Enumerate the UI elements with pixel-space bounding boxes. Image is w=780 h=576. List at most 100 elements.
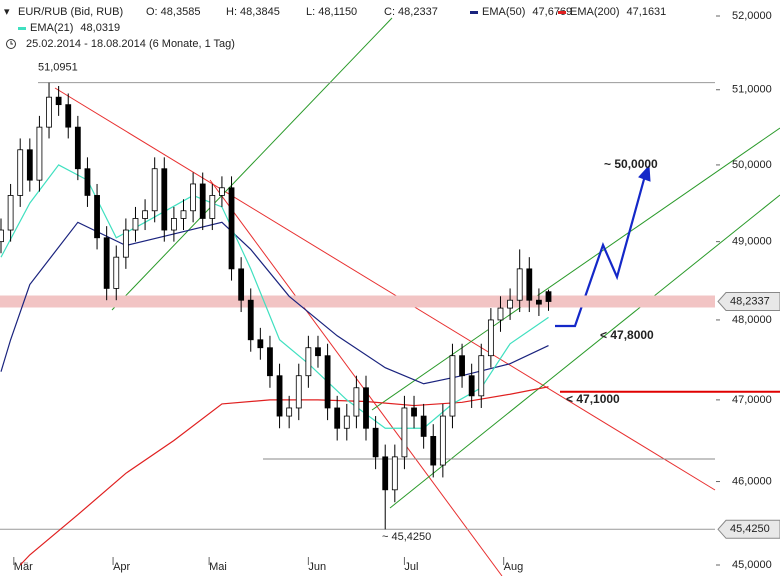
candle-body (132, 218, 139, 231)
candle-body (190, 183, 197, 212)
candle-body (497, 307, 504, 321)
candle-body (84, 168, 91, 196)
candle-body (113, 256, 120, 289)
candle-body (430, 436, 437, 466)
drawings (54, 17, 780, 576)
header: ▾ EUR/RUB (Bid, RUB) O: 48,3585 H: 48,38… (4, 6, 438, 50)
candle-body (401, 407, 408, 458)
y-tick-label: 45,0000 (732, 559, 772, 571)
channel-line (111, 17, 393, 311)
symbol: EUR/RUB (Bid, RUB) (18, 6, 123, 18)
legend-swatch (558, 11, 566, 14)
legend-name: EMA(50) (482, 6, 525, 18)
candle-body (0, 229, 4, 243)
candle-body (343, 415, 350, 429)
candle-body (36, 126, 43, 181)
ohlc: L: 48,1150 (306, 6, 357, 18)
candle-body (26, 149, 33, 181)
legend-value: 47,1631 (627, 6, 667, 18)
forecast-path (555, 171, 648, 328)
candle-body (382, 456, 389, 491)
candle-body (65, 104, 72, 128)
candle-body (267, 347, 273, 377)
x-tick-label: Mär (14, 561, 33, 573)
ema-line (0, 164, 549, 429)
legend-value: 47,6769 (532, 6, 572, 18)
legend-name: EMA(21) (30, 22, 73, 34)
ema-line (19, 386, 549, 566)
candle-body (526, 268, 533, 301)
candle-body (449, 355, 456, 417)
price-box (717, 519, 780, 539)
x-tick-label: Jul (404, 561, 418, 573)
current-band (0, 295, 715, 308)
candle-body (487, 319, 494, 357)
candle-body (238, 268, 245, 301)
y-tick-label: 48,0000 (732, 314, 772, 326)
candle-body (257, 339, 264, 349)
candle-body (46, 96, 52, 128)
clock-icon (6, 39, 16, 49)
candle-body (209, 195, 216, 219)
candle-body (536, 299, 542, 305)
y-tick-label: 50,0000 (732, 159, 772, 171)
candle-body (17, 149, 24, 196)
x-tick-label: Mai (209, 561, 227, 573)
candle-body (363, 387, 369, 429)
ohlc: H: 48,3845 (226, 6, 280, 18)
candle-body (122, 229, 129, 258)
candle-body (420, 415, 427, 437)
candle-body (74, 126, 81, 170)
candle-body (55, 96, 62, 106)
x-tick-label: Jun (308, 561, 326, 573)
candle-body (305, 347, 312, 377)
target-label: ~ 50,0000 (604, 157, 658, 171)
candle-body (161, 168, 168, 231)
candle-body (468, 375, 475, 397)
forecast-arrow (638, 164, 651, 182)
candle-body (199, 183, 206, 219)
low-label: ~ 45,4250 (382, 531, 431, 543)
trend-line (54, 87, 716, 491)
period: 25.02.2014 - 18.08.2014 (6 Monate, 1 Tag… (26, 38, 235, 50)
candle-body (353, 387, 360, 417)
high-label: 51,0951 (38, 62, 78, 74)
candle-body (142, 210, 148, 219)
candle-body (439, 415, 446, 466)
channel-line (389, 194, 780, 509)
price-box-label: 45,4250 (730, 523, 770, 535)
x-tick-label: Aug (504, 561, 524, 573)
candle-body (545, 291, 552, 302)
channel-line (371, 127, 780, 411)
candle-body (94, 195, 100, 239)
price-box (717, 291, 780, 311)
x-tick-label: Apr (113, 561, 130, 573)
candle-body (391, 456, 398, 491)
y-tick-label: 52,0000 (732, 10, 772, 22)
target-label: < 47,1000 (566, 392, 620, 406)
candle-body (411, 407, 417, 417)
candle-body (228, 187, 235, 270)
y-tick-label: 46,0000 (732, 475, 772, 487)
target-label: < 47,8000 (600, 328, 654, 342)
price-box-label: 48,2337 (730, 295, 770, 307)
candle-body (507, 299, 513, 309)
y-tick-label: 51,0000 (732, 84, 772, 96)
y-tick-label: 47,0000 (732, 394, 772, 406)
clock-hands (10, 41, 13, 45)
candle-body (247, 299, 254, 341)
candle-body (334, 407, 341, 429)
menu-icon: ▾ (4, 6, 10, 18)
candle-body (315, 347, 321, 357)
candle-body (478, 355, 485, 397)
ema-line (0, 221, 549, 385)
candle-body (7, 195, 14, 231)
y-tick-label: 49,0000 (732, 236, 772, 248)
legend-swatch (18, 27, 26, 30)
candle-body (286, 407, 293, 417)
ohlc: O: 48,3585 (146, 6, 200, 18)
candle-body (324, 355, 331, 409)
legend-name: EMA(200) (570, 6, 620, 18)
legend-value: 48,0319 (80, 22, 120, 34)
candle-body (103, 237, 110, 289)
